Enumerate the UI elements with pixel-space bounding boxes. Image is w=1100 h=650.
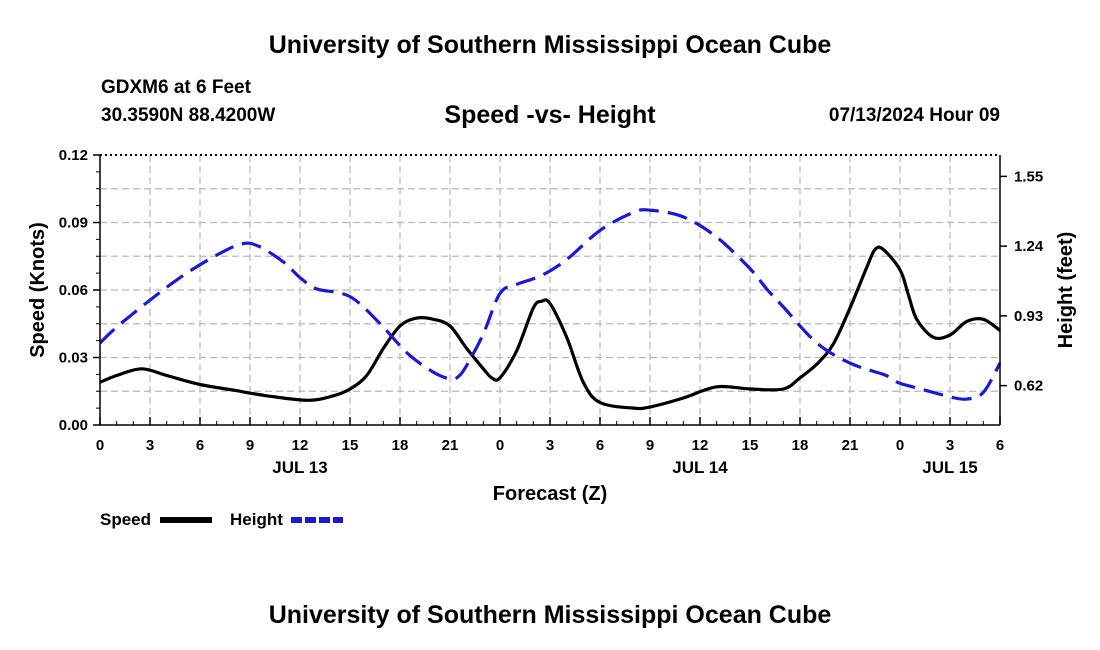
y2-tick-label: 1.55	[1014, 168, 1043, 185]
y2-tick-label: 0.93	[1014, 308, 1043, 325]
series-line-height	[98, 208, 1002, 401]
legend-layer: Speed Height	[100, 510, 343, 529]
date-label: JUL 15	[922, 458, 977, 477]
y-tick-label: 0.09	[59, 215, 88, 232]
x-tick-label: 15	[342, 437, 359, 454]
footer-title: University of Southern Mississippi Ocean…	[268, 601, 832, 629]
date-label: JUL 13	[272, 458, 327, 477]
x-tick-label: 18	[792, 437, 809, 454]
x-tick-label: 12	[292, 437, 309, 454]
x-tick-label: 21	[442, 437, 459, 454]
legend-label-height: Height	[230, 510, 283, 529]
y2-tick-label: 1.24	[1014, 238, 1044, 255]
chart-subtitle: Speed -vs- Height	[444, 101, 656, 129]
x-tick-label: 3	[146, 437, 154, 454]
y-axis-title: Speed (Knots)	[27, 222, 49, 358]
y-tick-label: 0.00	[59, 417, 88, 434]
x-tick-label: 3	[946, 437, 954, 454]
x-tick-label: 9	[646, 437, 654, 454]
chart-title: University of Southern Mississippi Ocean…	[268, 31, 832, 59]
axes-layer: 0 3 6 9 12 15 18 21 0 3 6 9 12 15 18 21 0 3 6 JUL 13 JUL 14 J…	[27, 147, 1077, 505]
x-tick-label: 21	[842, 437, 859, 454]
series-line-speed	[99, 245, 1001, 411]
x-tick-label: 0	[896, 437, 904, 454]
x-tick-label: 0	[496, 437, 504, 454]
y2-axis-title: Height (feet)	[1055, 232, 1077, 349]
x-tick-label: 15	[742, 437, 759, 454]
grid-layer	[100, 155, 1000, 425]
station-label: GDXM6 at 6 Feet	[101, 77, 251, 98]
series-layer	[98, 208, 1002, 411]
x-tick-label: 6	[196, 437, 204, 454]
x-axis-title: Forecast (Z)	[493, 483, 607, 505]
date-label: JUL 14	[672, 458, 728, 477]
x-tick-label: 6	[596, 437, 604, 454]
y-tick-label: 0.06	[59, 282, 88, 299]
x-tick-label: 12	[692, 437, 709, 454]
x-tick-label: 0	[96, 437, 104, 454]
x-tick-label: 9	[246, 437, 254, 454]
x-tick-label: 3	[546, 437, 554, 454]
y2-tick-label: 0.62	[1014, 378, 1043, 395]
coordinates-label: 30.3590N 88.4200W	[101, 105, 276, 126]
y-tick-label: 0.12	[59, 147, 88, 164]
x-tick-label: 6	[996, 437, 1004, 454]
x-tick-label: 18	[392, 437, 409, 454]
y-tick-label: 0.03	[59, 350, 88, 367]
legend-label-speed: Speed	[100, 510, 151, 529]
timestamp-label: 07/13/2024 Hour 09	[828, 105, 1000, 126]
